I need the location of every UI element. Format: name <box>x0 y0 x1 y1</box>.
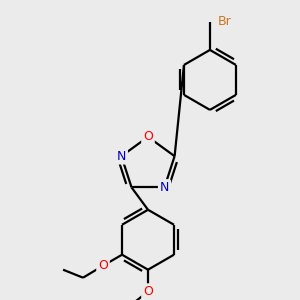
Text: O: O <box>98 259 108 272</box>
Text: N: N <box>117 150 126 163</box>
Text: Br: Br <box>218 16 232 28</box>
Text: O: O <box>143 285 153 298</box>
Text: O: O <box>143 130 153 143</box>
Text: N: N <box>160 181 169 194</box>
